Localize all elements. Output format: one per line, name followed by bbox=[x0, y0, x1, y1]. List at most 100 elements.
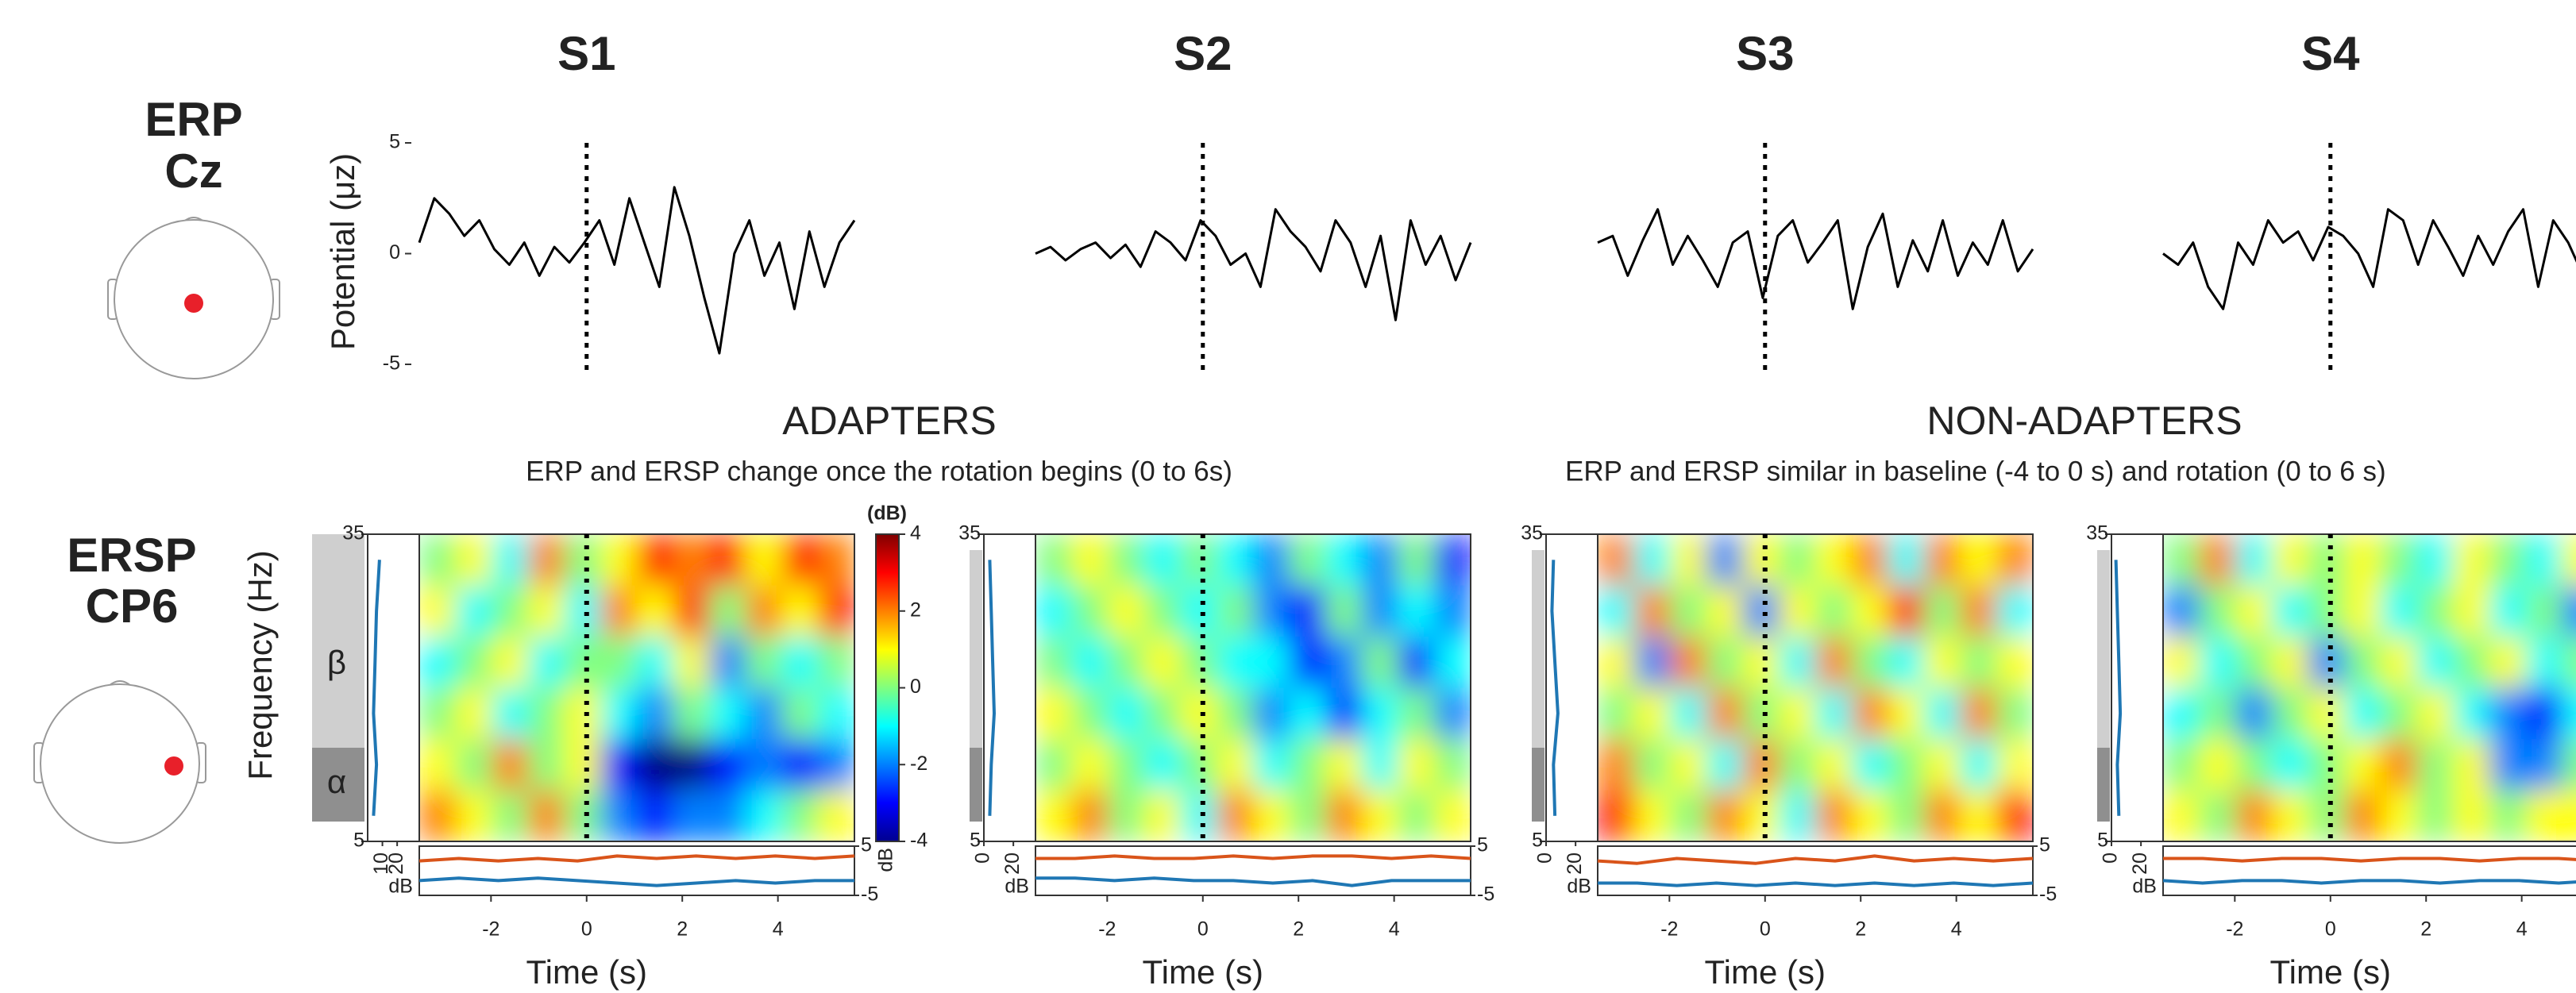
spectrum-tick-label: 10 bbox=[370, 853, 392, 875]
y-tick-label: 0 bbox=[389, 241, 400, 264]
db-box bbox=[418, 845, 855, 896]
ersp-cell bbox=[600, 687, 638, 740]
ersp-cell bbox=[1434, 790, 1471, 842]
db-trace bbox=[418, 854, 855, 863]
ersp-cell bbox=[2381, 790, 2418, 842]
ersp-cell bbox=[1851, 637, 1888, 688]
ersp-cell bbox=[2562, 790, 2576, 842]
ersp-cell bbox=[1398, 790, 1435, 842]
ersp-cell bbox=[1706, 739, 1744, 791]
ersp-cell bbox=[2199, 739, 2236, 791]
ersp-cell bbox=[1851, 585, 1888, 637]
ersp-cell bbox=[1598, 585, 1635, 637]
ersp-cell bbox=[1035, 534, 1073, 586]
ersp-cell bbox=[2489, 790, 2527, 842]
ersp-cell bbox=[600, 534, 638, 586]
ersp-cell bbox=[1253, 739, 1290, 791]
ersp-cell bbox=[1434, 637, 1471, 688]
ersp-cell bbox=[1779, 739, 1816, 791]
erp-title: ERP bbox=[145, 93, 242, 146]
ersp-cell bbox=[1362, 637, 1399, 688]
ersp-cell bbox=[2453, 637, 2490, 688]
ersp-cell bbox=[2453, 790, 2490, 842]
ersp-cell bbox=[2344, 637, 2381, 688]
x-tick-label: 0 bbox=[2325, 918, 2336, 941]
ersp-cell bbox=[1779, 637, 1816, 688]
ersp-cell bbox=[2453, 585, 2490, 637]
ersp-cell bbox=[1779, 534, 1816, 586]
ersp-cell bbox=[1434, 534, 1471, 586]
x-tick-label: 4 bbox=[773, 918, 784, 941]
group-subtitle: ERP and ERSP change once the rotation be… bbox=[526, 456, 1232, 487]
ersp-heatmap bbox=[1035, 534, 1471, 842]
ersp-cell bbox=[673, 739, 710, 791]
ersp-cell bbox=[1325, 585, 1363, 637]
ersp-cell bbox=[746, 637, 783, 688]
ersp-cell bbox=[1779, 585, 1816, 637]
ersp-cell bbox=[1924, 687, 1961, 740]
alpha-band bbox=[2097, 748, 2110, 822]
alpha-band bbox=[312, 748, 364, 822]
ersp-cell bbox=[818, 534, 855, 586]
ersp-cell bbox=[455, 534, 492, 586]
ersp-cell bbox=[1598, 739, 1635, 791]
colorbar-tick-label: 0 bbox=[910, 675, 921, 698]
db-label: dB bbox=[388, 876, 413, 898]
ersp-title: ERSP bbox=[67, 529, 196, 582]
db-trace bbox=[1598, 881, 2034, 887]
ersp-cell bbox=[1960, 637, 1997, 688]
ersp-cell bbox=[1253, 687, 1290, 740]
ersp-cell bbox=[2562, 585, 2576, 637]
freq-tick-label: 35 bbox=[342, 522, 364, 545]
ersp-cell bbox=[1670, 585, 1707, 637]
ersp-cell bbox=[2199, 585, 2236, 637]
spectrum-tick-label: 20 bbox=[385, 853, 407, 875]
ersp-cell bbox=[1035, 739, 1073, 791]
ersp-cell bbox=[2199, 790, 2236, 842]
ersp-cell bbox=[1144, 687, 1182, 740]
x-tick-label: -2 bbox=[2226, 918, 2243, 941]
ersp-cell bbox=[1670, 637, 1707, 688]
ersp-cell bbox=[1035, 585, 1073, 637]
ersp-cell bbox=[2344, 534, 2381, 586]
colorbar bbox=[875, 533, 900, 842]
ersp-cell bbox=[600, 790, 638, 842]
db-label: dB bbox=[1567, 876, 1591, 898]
ersp-cell bbox=[818, 585, 855, 637]
ersp-cell bbox=[1253, 585, 1290, 637]
spectrum-tick-label: 20 bbox=[2129, 853, 2151, 875]
ersp-cell bbox=[1851, 790, 1888, 842]
colorbar-label: (dB) bbox=[867, 502, 907, 525]
db-label: dB bbox=[1005, 876, 1029, 898]
freq-tick-label: 35 bbox=[958, 522, 981, 545]
erp-trace bbox=[1597, 208, 2034, 310]
ersp-cell bbox=[637, 637, 674, 688]
ersp-cell bbox=[818, 790, 855, 842]
ersp-cell bbox=[1289, 585, 1326, 637]
ersp-cell bbox=[673, 585, 710, 637]
ersp-cell bbox=[528, 534, 565, 586]
ersp-cell bbox=[1289, 687, 1326, 740]
x-tick-label: -2 bbox=[1098, 918, 1116, 941]
ersp-cell bbox=[492, 534, 529, 586]
ersp-cell bbox=[1633, 790, 1671, 842]
ersp-cell bbox=[1996, 637, 2034, 688]
ersp-cell bbox=[1071, 534, 1109, 586]
ersp-cell bbox=[1035, 687, 1073, 740]
ersp-cell bbox=[818, 637, 855, 688]
ersp-cell bbox=[2416, 739, 2454, 791]
ersp-cell bbox=[2272, 739, 2309, 791]
ersp-cell bbox=[1742, 687, 1780, 740]
ersp-cell bbox=[781, 534, 819, 586]
ersp-cell bbox=[1706, 637, 1744, 688]
ersp-cell bbox=[1996, 790, 2034, 842]
ersp-cell bbox=[1960, 739, 1997, 791]
ersp-cell bbox=[1888, 637, 1925, 688]
ersp-cell bbox=[1071, 790, 1109, 842]
ersp-cell bbox=[2272, 585, 2309, 637]
ersp-cell bbox=[781, 637, 819, 688]
spectrum-tick-label: 0 bbox=[2100, 853, 2122, 864]
ersp-cell bbox=[1815, 687, 1853, 740]
x-tick-label: 0 bbox=[581, 918, 592, 941]
ersp-cell bbox=[492, 637, 529, 688]
